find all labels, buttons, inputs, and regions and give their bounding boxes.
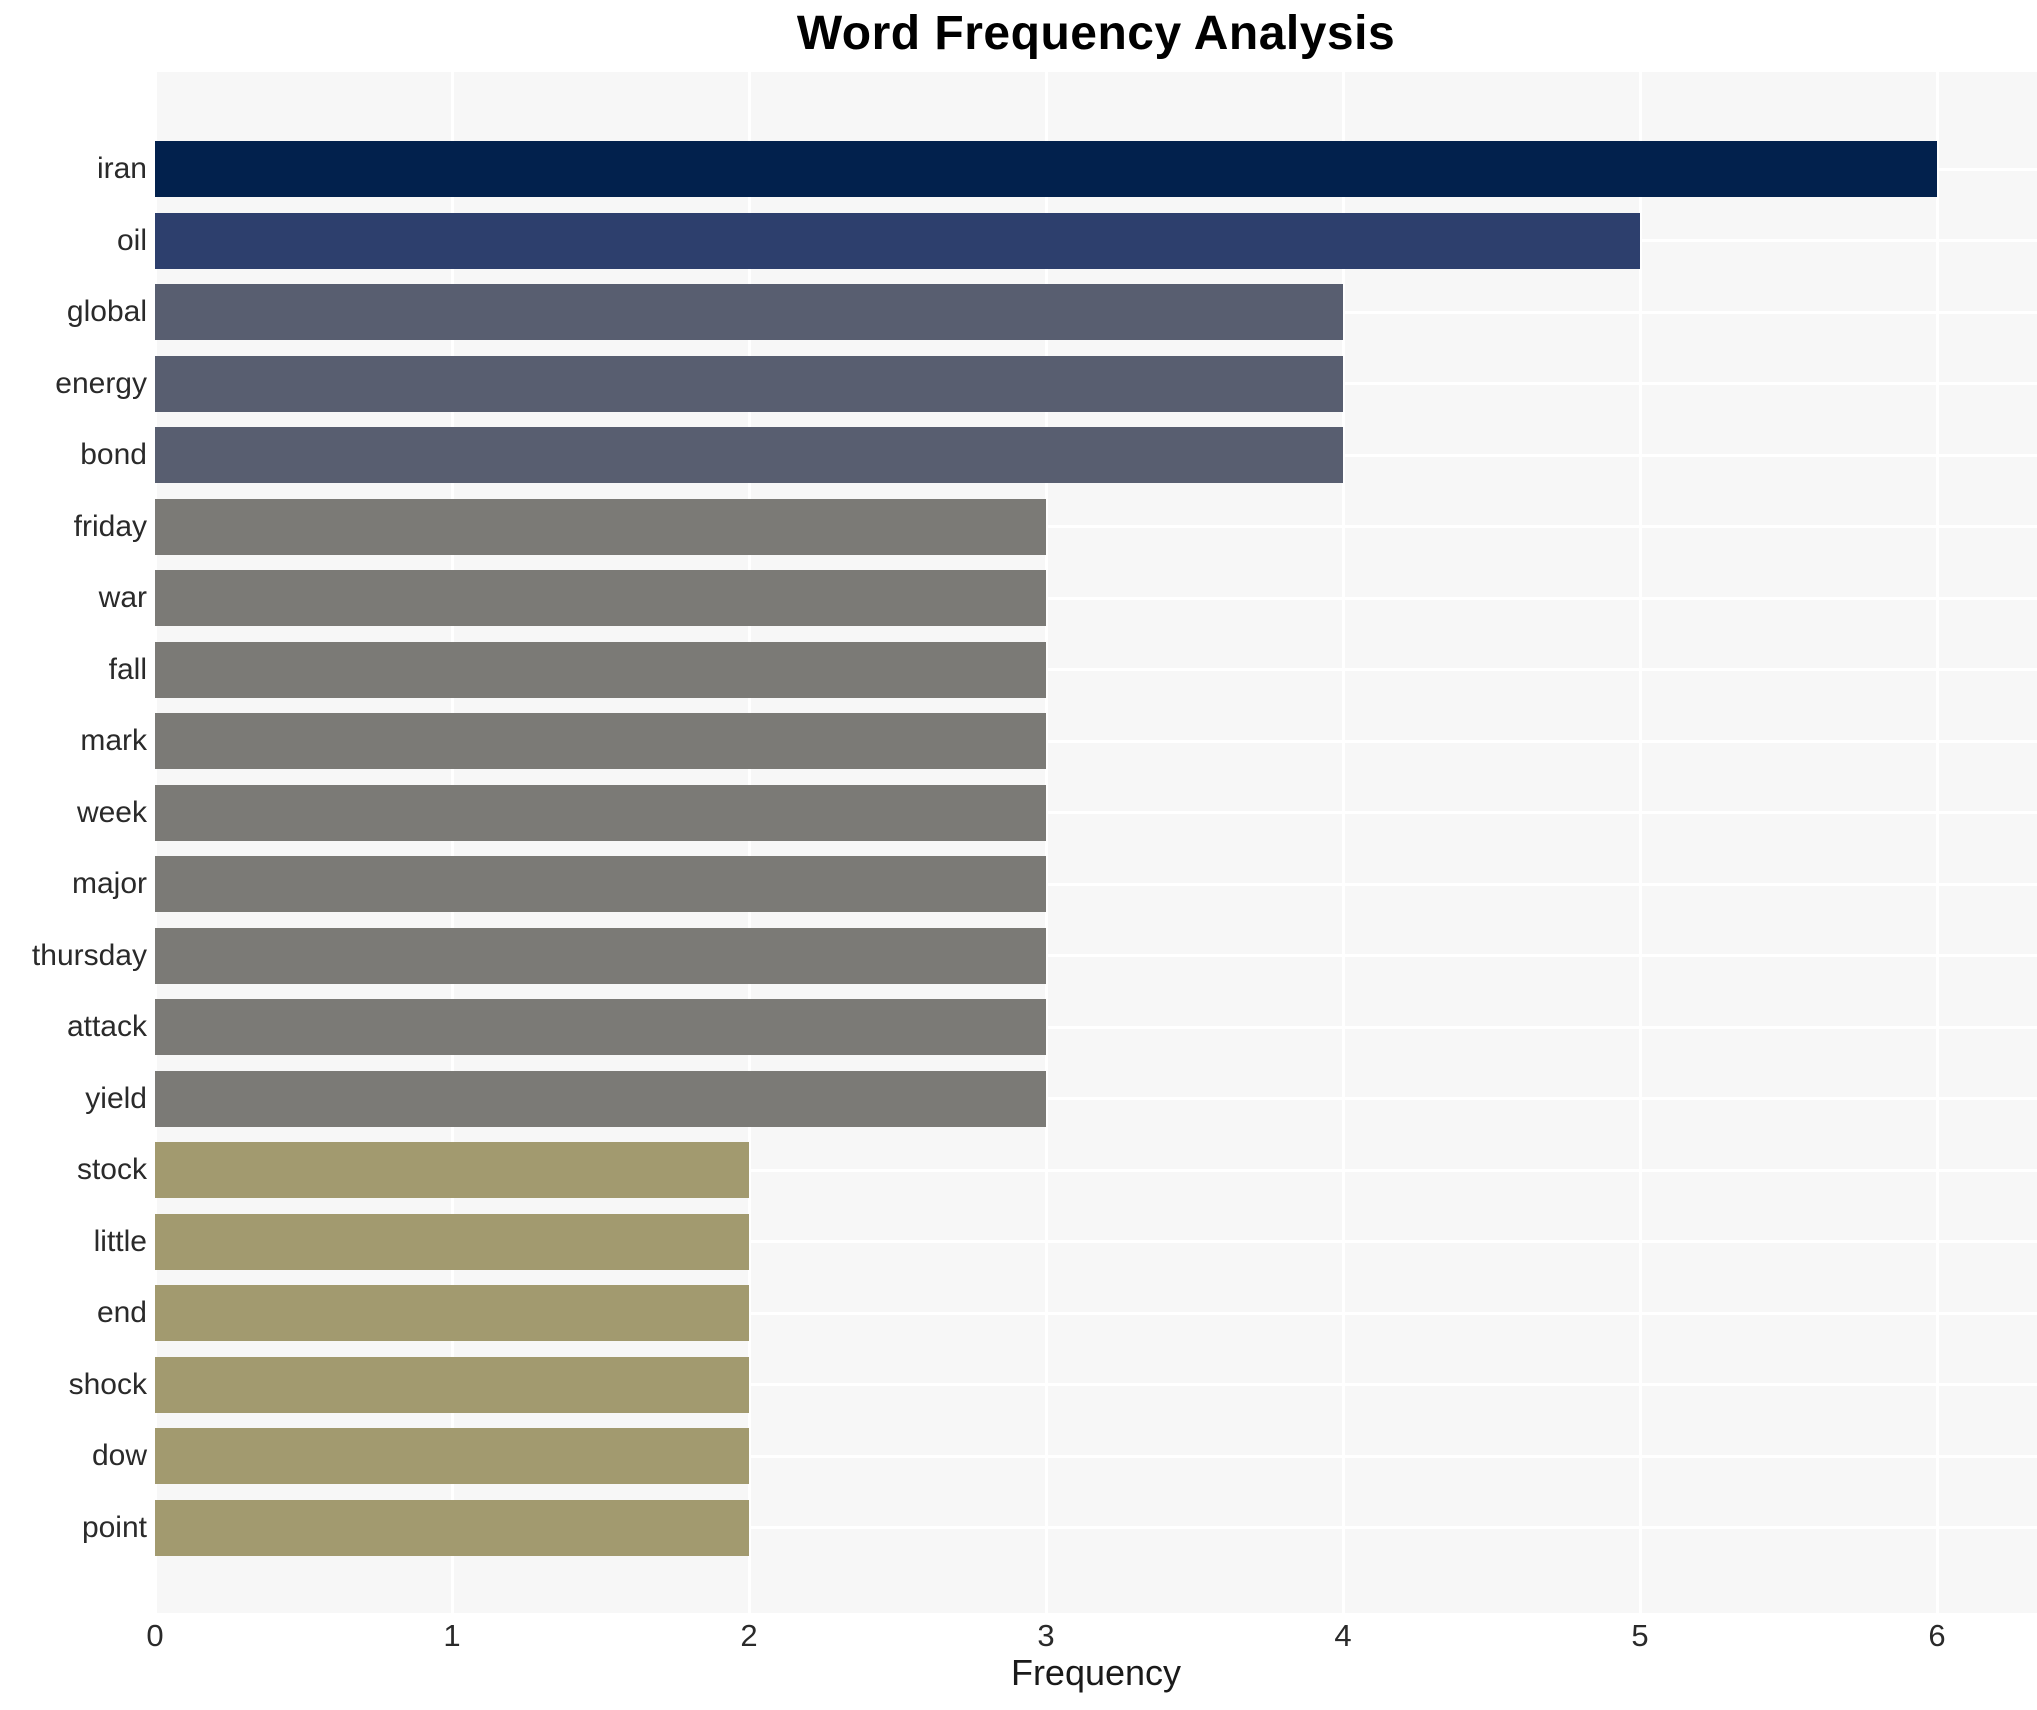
y-tick-label-oil: oil (116, 223, 147, 257)
bar-dow (155, 1428, 749, 1484)
y-gridline (155, 739, 2037, 743)
x-gridline (1935, 72, 1939, 1613)
x-tick-label-3: 3 (1037, 1618, 1055, 1653)
y-gridline (155, 882, 2037, 886)
y-tick-label-little: little (93, 1224, 147, 1258)
y-tick-label-war: war (98, 581, 147, 614)
y-tick-label-major: major (71, 867, 147, 900)
y-tick-label-fall: fall (108, 652, 147, 686)
y-tick-label-end: end (96, 1296, 147, 1329)
bar-iran (155, 141, 1937, 197)
y-gridline (155, 1383, 2037, 1386)
y-tick-label-shock: shock (68, 1367, 147, 1401)
y-gridline (155, 668, 2037, 671)
x-tick-label-1: 1 (443, 1618, 461, 1653)
x-axis-label: Frequency (1010, 1652, 1182, 1693)
y-tick-label-thursday: thursday (31, 938, 147, 972)
bar-attack (155, 999, 1046, 1055)
x-tick-label-4: 4 (1334, 1618, 1352, 1653)
y-gridline (155, 1454, 2037, 1458)
x-gridline (747, 72, 751, 1613)
y-gridline (155, 954, 2037, 957)
bar-stock (155, 1142, 749, 1198)
bar-point (155, 1499, 749, 1556)
bar-week (155, 784, 1046, 841)
y-tick-label-bond: bond (80, 438, 147, 471)
y-tick-label-mark: mark (80, 724, 147, 757)
x-gridline (1341, 72, 1345, 1613)
y-tick-label-point: point (81, 1510, 147, 1544)
y-tick-label-dow: dow (91, 1439, 147, 1472)
y-gridline (155, 596, 2037, 600)
bar-major (155, 856, 1046, 912)
y-tick-label-global: global (66, 295, 147, 328)
bar-bond (155, 427, 1343, 483)
y-gridline (155, 1097, 2037, 1100)
y-gridline (155, 1526, 2037, 1529)
x-tick-label-6: 6 (1928, 1618, 1946, 1653)
y-tick-label-attack: attack (66, 1010, 147, 1043)
y-tick-label-stock: stock (76, 1153, 147, 1186)
x-gridline (153, 72, 157, 1613)
y-tick-label-energy: energy (55, 366, 147, 400)
bar-oil (155, 212, 1640, 269)
y-tick-label-yield: yield (85, 1081, 147, 1115)
bar-yield (155, 1070, 1046, 1127)
chart-title: Word Frequency Analysis (796, 7, 1396, 60)
x-tick-label-2: 2 (740, 1618, 758, 1653)
x-gridline (1638, 72, 1642, 1613)
bar-war (155, 570, 1046, 626)
bar-fall (155, 641, 1046, 698)
y-tick-label-friday: friday (73, 509, 147, 543)
bar-global (155, 284, 1343, 340)
bar-shock (155, 1356, 749, 1413)
y-gridline (155, 1240, 2037, 1243)
y-tick-label-iran: iran (96, 152, 147, 185)
y-gridline (155, 811, 2037, 814)
plot-area (153, 72, 2037, 1613)
x-gridline (450, 72, 454, 1613)
bar-end (155, 1285, 749, 1341)
x-tick-label-5: 5 (1631, 1618, 1649, 1653)
y-axis: iran oil global energy bond friday war fall mark… (0, 0, 147, 1710)
y-gridline (155, 1168, 2037, 1172)
y-gridline (155, 1025, 2037, 1029)
y-gridline (155, 1311, 2037, 1315)
bar-mark (155, 713, 1046, 769)
bar-friday (155, 498, 1046, 555)
y-gridline (155, 525, 2037, 528)
bar-little (155, 1213, 749, 1270)
y-tick-label-week: week (76, 795, 147, 829)
x-gridline (1044, 72, 1048, 1613)
bar-thursday (155, 927, 1046, 984)
bar-energy (155, 355, 1343, 412)
